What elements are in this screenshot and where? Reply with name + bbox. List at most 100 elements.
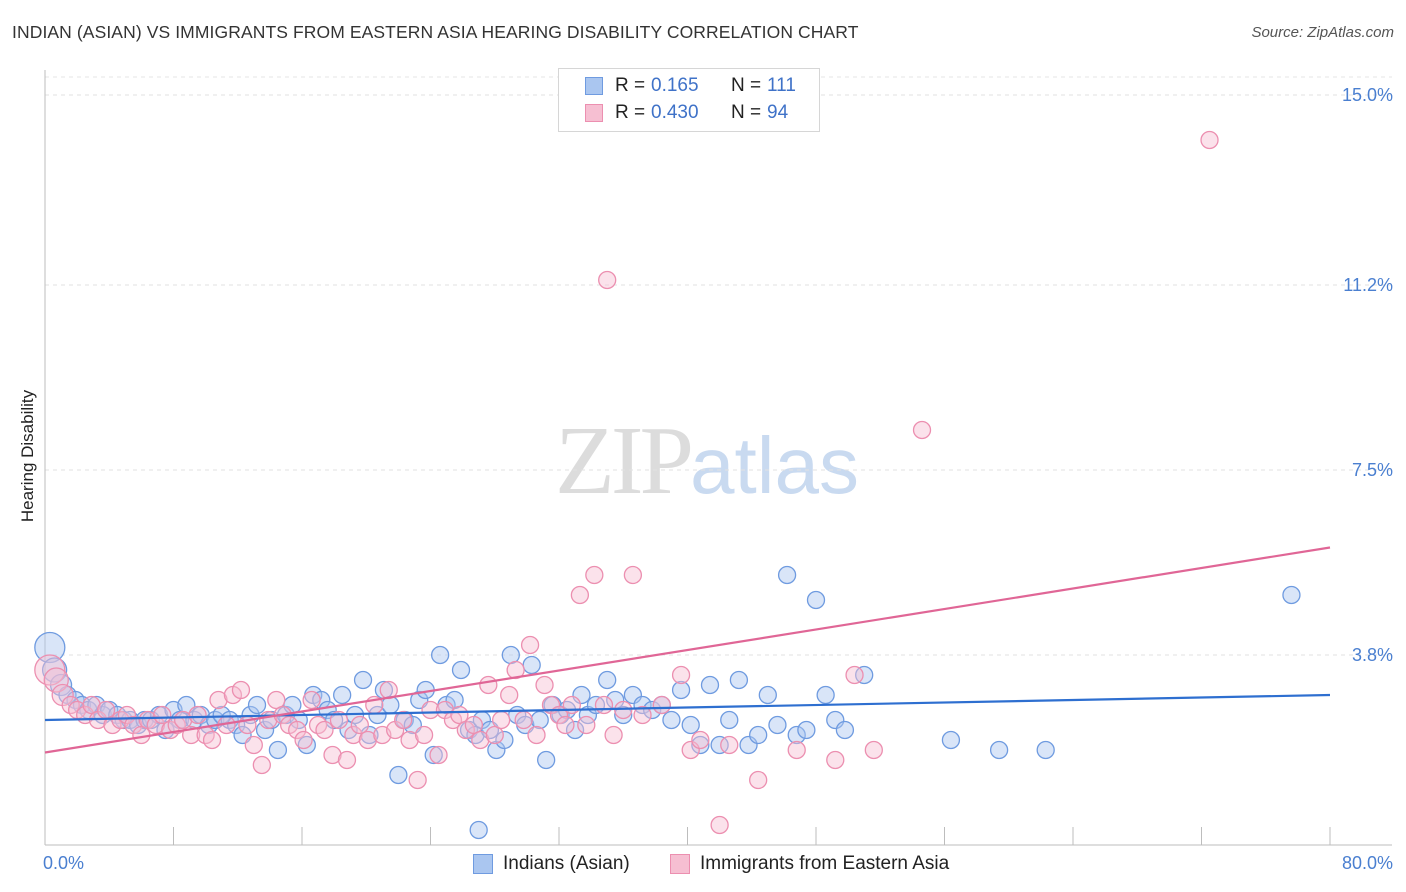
scatter-point-immigrants <box>671 665 691 685</box>
scatter-point-immigrants <box>577 715 596 735</box>
scatter-point-immigrants <box>520 635 540 655</box>
scatter-point-indians <box>537 750 556 770</box>
scatter-point-immigrants <box>710 815 729 835</box>
scatter-point-immigrants <box>429 745 448 765</box>
scatter-point-immigrants <box>350 715 369 735</box>
scatter-point-immigrants <box>408 770 427 790</box>
scatter-point-indians <box>353 670 373 690</box>
scatter-point-immigrants <box>288 720 307 740</box>
y-tick-label: 15.0% <box>1342 85 1393 105</box>
scatter-point-indians <box>720 710 739 730</box>
legend-r-value: 0.430 <box>651 102 699 123</box>
scatter-point-immigrants <box>598 270 617 290</box>
scatter-point-indians <box>855 665 874 685</box>
scatter-point-immigrants <box>912 420 932 440</box>
y-tick-label: 11.2% <box>1343 275 1393 295</box>
scatter-point-indians <box>797 720 816 740</box>
scatter-point-indians <box>565 720 585 740</box>
scatter-point-indians <box>777 565 797 585</box>
scatter-point-immigrants <box>479 675 498 695</box>
legend-n-label: N = <box>731 102 762 123</box>
scatter-point-immigrants <box>173 710 193 730</box>
scatter-point-immigrants <box>302 690 321 710</box>
scatter-point-immigrants <box>209 690 228 710</box>
scatter-point-indians <box>451 660 471 680</box>
scatter-point-immigrants <box>514 710 533 730</box>
legend-r-label: R = <box>615 102 646 123</box>
scatter-point-indians <box>297 735 316 755</box>
scatter-point-indians <box>835 720 855 740</box>
scatter-point-immigrants <box>421 700 440 720</box>
scatter-point-indians <box>424 745 443 765</box>
x-tick-label-min: 0.0% <box>43 853 84 873</box>
scatter-point-immigrants <box>344 725 363 745</box>
series-name-indians: Indians (Asian) <box>503 853 630 874</box>
scatter-point-immigrants <box>1200 130 1219 150</box>
watermark-atlas: atlas <box>690 421 859 510</box>
legend-n-value: 111 <box>767 75 796 96</box>
scatter-point-immigrants <box>323 745 342 765</box>
scatter-point-immigrants <box>535 675 554 695</box>
scatter-point-immigrants <box>749 770 768 790</box>
scatter-point-immigrants <box>826 750 845 770</box>
scatter-point-indians <box>1036 740 1055 760</box>
scatter-point-indians <box>787 725 806 745</box>
scatter-point-indians <box>41 657 68 683</box>
correlation-legend: R = 0.165 N = 111 R = 0.430 N = 94 <box>558 68 820 132</box>
scatter-point-indians <box>671 680 691 700</box>
legend-n-value: 94 <box>767 102 789 123</box>
scatter-point-immigrants <box>231 680 251 700</box>
scatter-point-indians <box>643 700 662 720</box>
chart-source: Source: ZipAtlas.com <box>1251 24 1394 41</box>
scatter-point-immigrants <box>594 695 614 715</box>
scatter-point-immigrants <box>864 740 883 760</box>
scatter-point-indians <box>469 820 488 840</box>
y-tick-label: 3.8% <box>1352 645 1393 665</box>
scatter-point-indians <box>389 765 408 785</box>
legend-n-label: N = <box>731 75 762 96</box>
scatter-point-immigrants <box>188 705 207 725</box>
scatter-point-immigrants <box>337 750 357 770</box>
scatter-point-immigrants <box>146 715 165 735</box>
scatter-point-indians <box>989 740 1009 760</box>
scatter-point-indians <box>691 735 710 755</box>
scatter-point-immigrants <box>604 725 623 745</box>
scatter-point-immigrants <box>500 685 519 705</box>
legend-r-label: R = <box>615 75 646 96</box>
legend-row-immigrants: R = 0.430 N = 94 <box>585 100 788 126</box>
scatter-point-immigrants <box>720 735 739 755</box>
scatter-point-immigrants <box>244 735 263 755</box>
x-tick-label-max: 80.0% <box>1342 853 1393 873</box>
series-legend-immigrants: Immigrants from Eastern Asia <box>670 851 949 877</box>
y-tick-label: 7.5% <box>1352 460 1393 480</box>
trend-line-immigrants <box>44 546 1331 754</box>
legend-r-value: 0.165 <box>651 75 699 96</box>
scatter-point-immigrants <box>43 667 69 693</box>
scatter-point-indians <box>247 695 267 715</box>
scatter-point-immigrants <box>153 705 172 725</box>
scatter-point-immigrants <box>652 695 671 715</box>
scatter-point-indians <box>268 740 288 760</box>
scatter-point-indians <box>816 685 835 705</box>
scatter-point-indians <box>700 675 720 695</box>
scatter-point-immigrants <box>202 730 222 750</box>
scatter-point-indians <box>749 725 768 745</box>
legend-row-indians: R = 0.165 N = 111 <box>585 73 796 99</box>
scatter-point-indians <box>1282 585 1301 605</box>
scatter-point-immigrants <box>400 730 419 750</box>
scatter-point-indians <box>368 705 387 725</box>
scatter-point-indians <box>806 590 826 610</box>
scatter-point-immigrants <box>527 725 546 745</box>
scatter-point-immigrants <box>492 710 511 730</box>
watermark-zip: ZIP <box>555 407 694 515</box>
scatter-point-indians <box>530 710 549 730</box>
scatter-point-immigrants <box>570 585 590 605</box>
scatter-point-immigrants <box>471 730 490 750</box>
chart-title: INDIAN (ASIAN) VS IMMIGRANTS FROM EASTER… <box>12 22 859 42</box>
scatter-point-immigrants <box>294 730 313 750</box>
trend-line-indians <box>44 693 1331 722</box>
legend-swatch-indians <box>585 77 603 95</box>
scatter-point-immigrants <box>252 755 271 775</box>
scatter-point-indians <box>710 735 729 755</box>
